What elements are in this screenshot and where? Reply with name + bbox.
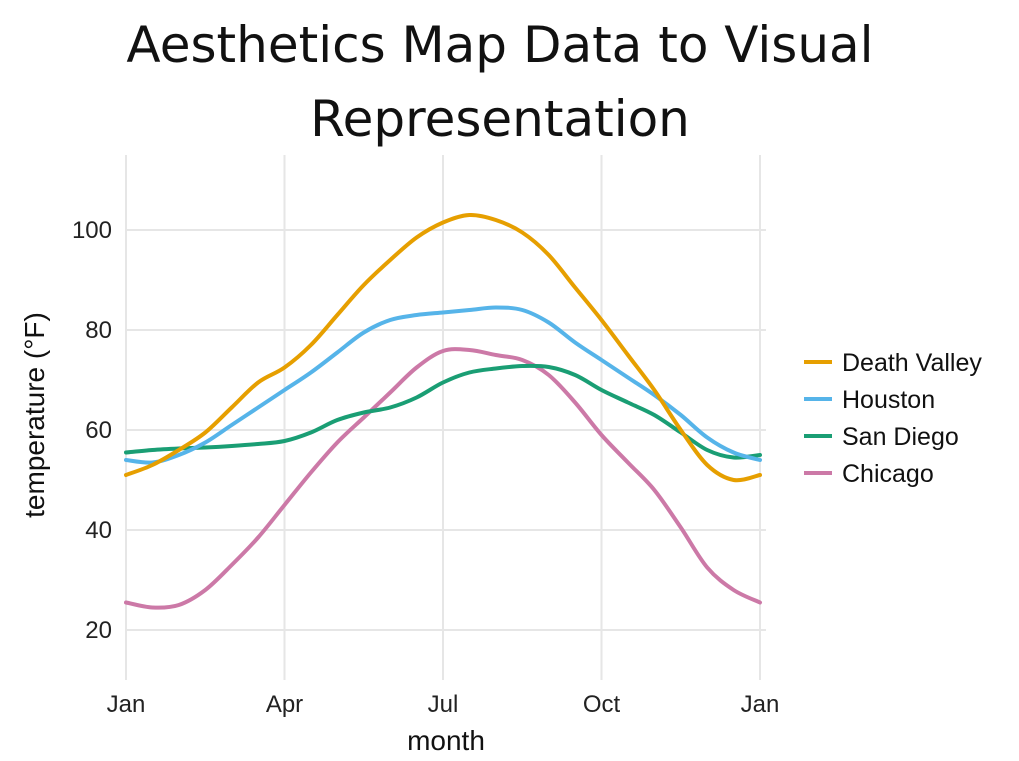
y-tick-label: 100	[72, 217, 112, 244]
series-line-death-valley	[124, 212, 762, 483]
legend: Death Valley Houston San Diego Chicago	[804, 349, 982, 488]
x-tick-label: Oct	[583, 691, 621, 718]
y-tick-label: 20	[85, 617, 112, 644]
legend-label-san-diego: San Diego	[842, 423, 959, 451]
legend-label-houston: Houston	[842, 386, 935, 414]
series-line-chicago	[124, 347, 762, 610]
series-line-san-diego	[124, 363, 762, 460]
x-tick-label: Jul	[428, 691, 459, 718]
series-lines	[124, 212, 762, 610]
legend-label-chicago: Chicago	[842, 460, 934, 488]
y-tick-label: 40	[85, 517, 112, 544]
grid-lines	[125, 155, 766, 680]
slide-title: Aesthetics Map Data to Visual Representa…	[0, 8, 1000, 156]
x-tick-label: Jan	[107, 691, 146, 718]
y-tick-label: 80	[85, 317, 112, 344]
x-axis-title: month	[407, 725, 485, 756]
series-line-houston	[124, 305, 762, 465]
x-tick-label: Apr	[266, 691, 303, 718]
y-tick-label: 60	[85, 417, 112, 444]
legend-label-death-valley: Death Valley	[842, 349, 982, 377]
slide-title-line1: Aesthetics Map Data to Visual	[126, 16, 874, 74]
y-axis-title: temperature (°F)	[19, 312, 50, 518]
slide-title-line2: Representation	[310, 90, 690, 148]
x-tick-label: Jan	[741, 691, 780, 718]
axis-ticks: 20 40 60 80 100 Jan Apr Jul Oct Jan	[72, 217, 779, 718]
